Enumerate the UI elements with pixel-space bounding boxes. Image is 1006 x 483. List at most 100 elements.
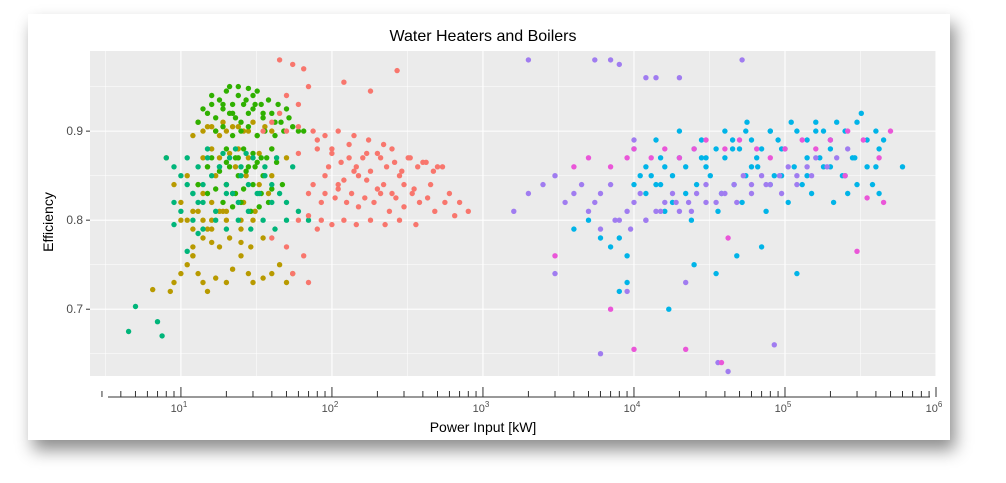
data-point (264, 155, 270, 161)
data-point (722, 146, 728, 152)
data-point (260, 235, 266, 241)
data-point (256, 181, 262, 188)
data-point (624, 279, 630, 286)
data-point (423, 159, 429, 165)
data-point (698, 155, 705, 161)
data-point (734, 253, 740, 259)
data-point (813, 146, 819, 152)
data-point (209, 155, 215, 161)
data-point (223, 88, 230, 94)
data-point (736, 137, 743, 143)
data-point (540, 181, 546, 188)
data-point (864, 195, 870, 201)
data-point (254, 132, 260, 139)
data-point (631, 146, 637, 152)
data-point (351, 132, 357, 139)
data-point (283, 217, 290, 223)
data-point (195, 208, 201, 214)
data-point (252, 208, 258, 214)
data-point (235, 92, 241, 99)
data-point (452, 213, 458, 219)
data-point (184, 173, 190, 179)
data-point (245, 124, 252, 130)
data-point (703, 199, 709, 206)
data-point (718, 359, 725, 366)
chart-title: Water Heaters and Boilers (389, 28, 576, 45)
data-point (767, 128, 773, 134)
data-point (232, 146, 239, 152)
data-point (226, 150, 233, 157)
data-point (245, 164, 252, 170)
data-point (794, 181, 800, 188)
data-point (648, 173, 654, 179)
data-point (163, 155, 169, 161)
data-point (676, 75, 683, 81)
data-point (279, 181, 286, 188)
data-point (223, 128, 230, 134)
data-point (260, 110, 266, 117)
data-point (276, 190, 283, 197)
data-point (813, 128, 819, 134)
data-point (571, 190, 577, 197)
data-point (223, 146, 230, 152)
data-point (804, 155, 810, 161)
data-point (310, 181, 316, 188)
data-point (552, 173, 558, 179)
data-point (226, 155, 233, 161)
data-point (220, 150, 226, 157)
chart-card: Water Heaters and Boilers 0.7 0.8 0.9 101 1… (28, 14, 950, 440)
data-point (432, 208, 438, 214)
data-point (204, 226, 211, 232)
data-point (887, 128, 894, 134)
data-point (864, 164, 870, 170)
data-point (295, 128, 302, 134)
data-point (238, 239, 244, 246)
data-point (685, 199, 692, 206)
data-point (341, 177, 347, 183)
data-point (254, 159, 260, 165)
data-point (260, 275, 266, 281)
data-point (220, 101, 226, 108)
data-point (389, 146, 395, 152)
data-point (290, 270, 296, 277)
data-point (631, 199, 637, 206)
data-point (415, 164, 421, 170)
data-point (213, 208, 219, 214)
data-point (827, 137, 834, 143)
data-points (125, 57, 906, 375)
data-point (200, 226, 206, 232)
data-point (734, 199, 740, 206)
data-point (238, 119, 244, 125)
data-point (683, 346, 689, 352)
data-point (171, 181, 177, 188)
data-point (748, 181, 755, 188)
data-point (351, 168, 357, 174)
data-point (200, 279, 206, 286)
data-point (416, 199, 423, 206)
data-point (184, 262, 190, 268)
data-point (662, 146, 668, 152)
data-point (322, 173, 328, 179)
data-point (864, 137, 870, 143)
data-point (430, 168, 437, 174)
data-point (817, 155, 823, 161)
data-point (743, 128, 749, 134)
data-point (383, 164, 390, 170)
data-point (624, 288, 630, 295)
data-point (703, 155, 709, 161)
data-point (353, 164, 359, 170)
data-point (226, 164, 233, 170)
data-point (269, 270, 275, 277)
data-point (223, 226, 230, 232)
data-point (755, 164, 761, 170)
data-point (401, 204, 407, 210)
data-point (592, 57, 598, 63)
data-point (252, 101, 258, 108)
data-point (272, 226, 278, 232)
data-point (178, 270, 184, 277)
data-point (240, 101, 247, 108)
data-point (209, 239, 215, 246)
data-point (688, 217, 695, 223)
data-point (442, 199, 448, 206)
data-point (607, 181, 614, 188)
